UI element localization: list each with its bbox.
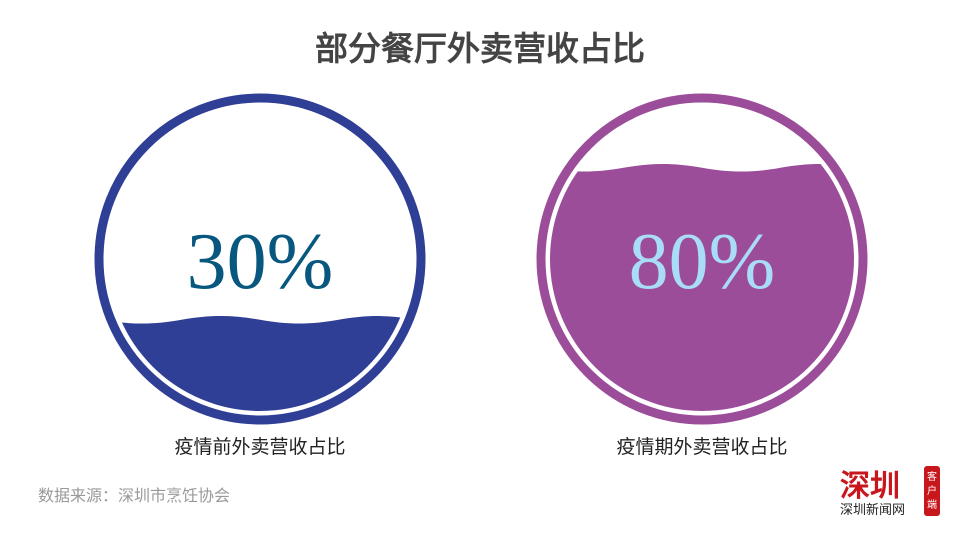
- shenzhen-news-logo: 深圳 深圳新闻网 客 户 端: [840, 466, 940, 518]
- chart-title: 部分餐厅外卖营收占比: [315, 29, 645, 68]
- svg-text:端: 端: [927, 498, 937, 511]
- gauge-ring: [536, 93, 868, 425]
- gauge-label-before: 疫情前外卖营收占比: [174, 436, 346, 458]
- gauge-fill: [550, 164, 854, 411]
- gauge-value-label: 80%: [629, 218, 776, 306]
- gauge-ring: [94, 93, 426, 425]
- gauge-fill: [108, 316, 412, 411]
- svg-text:客: 客: [927, 470, 937, 483]
- source-note: 数据来源：深圳市烹饪协会: [38, 486, 231, 505]
- gauge-label-during: 疫情期外卖营收占比: [616, 436, 788, 458]
- svg-text:户: 户: [927, 484, 937, 497]
- svg-text:深圳新闻网: 深圳新闻网: [840, 502, 905, 518]
- gauge-value-label: 30%: [187, 218, 334, 306]
- svg-text:深圳: 深圳: [840, 469, 900, 504]
